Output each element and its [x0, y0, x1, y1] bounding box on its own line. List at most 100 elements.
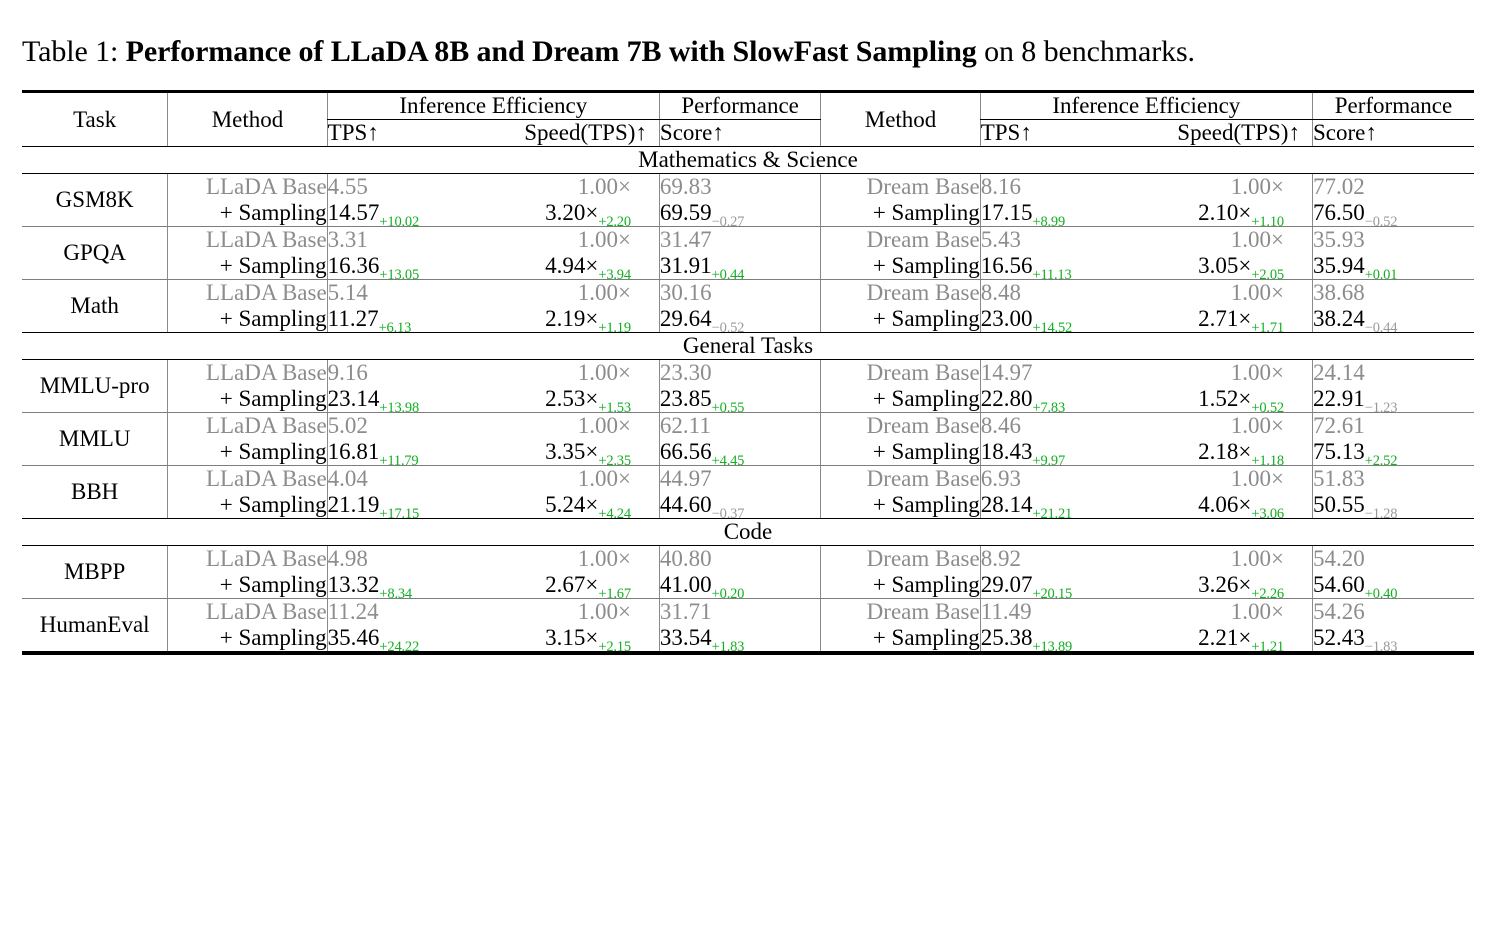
value-base: 31.47 [659, 227, 712, 252]
dream-sampling-tps: 23.00+14.52 [979, 306, 1142, 336]
results-table: Task Method Inference Efficiency Performanc… [22, 89, 1474, 655]
delta-increase: +11.13 [1032, 267, 1072, 283]
value-sampled: 16.81 [327, 439, 380, 464]
value-base: 1.00× [1230, 546, 1284, 571]
method-dream-base: Dream Base [820, 412, 981, 439]
delta-increase: +1.67 [598, 586, 631, 602]
llada-sampling-speed: 3.15×+2.15 [489, 625, 660, 655]
header-method-dream: Method [820, 91, 981, 146]
delta-increase: +3.06 [1251, 506, 1284, 522]
llada-sampling-score: 41.00+0.20 [658, 572, 821, 602]
dream-sampling-speed: 1.52×+0.52 [1142, 386, 1313, 416]
task-name-mbpp: MBPP [63, 559, 126, 584]
rule-gray [22, 412, 1474, 413]
header-performance-llada: Performance [658, 91, 821, 120]
llada-sampling-speed: 5.24×+4.24 [489, 492, 660, 522]
value-sampled: 16.36 [327, 253, 380, 278]
delta-increase: +1.83 [711, 639, 745, 655]
delta-increase: +1.53 [598, 400, 631, 416]
dream-base-score: 54.20 [1311, 545, 1474, 572]
rule-thin [22, 146, 1474, 147]
table-row: + Sampling 35.46+24.22 3.15×+2.15 33.54+1.8… [22, 625, 1474, 655]
rule-cell [22, 279, 1474, 280]
section-title: Code [723, 519, 773, 544]
value-base: 1.00× [1230, 413, 1284, 438]
rule-thin [22, 545, 1474, 546]
value-sampled: 11.27 [327, 306, 379, 331]
llada-base-speed: 1.00× [489, 280, 660, 307]
method-dream-sampling: + Sampling [820, 200, 981, 226]
table-body: Task Method Inference Efficiency Performanc… [22, 89, 1474, 655]
llada-base-score: 31.71 [658, 598, 821, 625]
value-base: 8.46 [980, 413, 1021, 438]
value-base: 1.00× [1230, 227, 1284, 252]
value-base: 6.93 [980, 466, 1021, 491]
delta-decrease: −1.83 [1364, 639, 1398, 655]
method-llada-sampling: + Sampling [167, 492, 328, 518]
llada-sampling-score: 31.91+0.44 [658, 253, 821, 283]
dream-base-tps: 5.43 [979, 226, 1142, 253]
llada-base-speed: 1.00× [489, 227, 660, 254]
value-base: 9.16 [327, 360, 368, 385]
delta-increase: +2.05 [1251, 267, 1284, 283]
llada-sampling-tps: 35.46+24.22 [326, 625, 489, 655]
method-dream-sampling: + Sampling [820, 253, 981, 279]
dream-sampling-score: 38.24−0.44 [1311, 306, 1474, 336]
value-base: 1.00× [1230, 174, 1284, 199]
rule-gray [22, 226, 1474, 227]
dream-sampling-tps: 16.56+11.13 [979, 253, 1142, 283]
delta-increase: +0.44 [711, 267, 745, 283]
value-sampled: 2.53× [545, 386, 599, 411]
value-sampled: 17.15 [980, 200, 1033, 225]
value-sampled: 41.00 [659, 572, 712, 597]
rule-cell [22, 332, 1474, 333]
dream-base-tps: 6.93 [979, 465, 1142, 492]
value-base: 1.00× [577, 546, 631, 571]
task-name-mmlu: MMLU [58, 426, 131, 451]
dream-base-score: 77.02 [1311, 173, 1474, 200]
delta-decrease: −0.52 [711, 320, 745, 336]
llada-sampling-speed: 2.67×+1.67 [489, 572, 660, 602]
llada-base-score: 62.11 [658, 412, 821, 439]
header-tps-dream: TPS↑ [979, 119, 1142, 146]
delta-increase: +1.10 [1251, 214, 1284, 230]
dream-sampling-tps: 17.15+8.99 [979, 200, 1142, 230]
llada-base-speed: 1.00× [489, 546, 660, 573]
method-dream-base: Dream Base [820, 545, 981, 572]
delta-increase: +0.01 [1364, 267, 1398, 283]
delta-increase: +1.21 [1251, 639, 1284, 655]
delta-increase: +10.02 [379, 214, 420, 230]
rule-cell [22, 650, 1474, 655]
llada-sampling-tps: 21.19+17.15 [326, 492, 489, 522]
rule-thick [22, 89, 1474, 93]
value-base: 72.61 [1312, 413, 1365, 438]
table-header-sub-row: TPS↑ Speed(TPS)↑ Score↑ TPS↑ Speed(TPS)↑ Scor… [22, 119, 1474, 146]
value-sampled: 29.07 [980, 572, 1033, 597]
delta-increase: +0.55 [711, 400, 745, 416]
delta-decrease: −0.37 [711, 506, 745, 522]
delta-increase: +20.15 [1032, 586, 1073, 602]
value-base: 54.26 [1312, 599, 1365, 624]
value-sampled: 3.26× [1198, 572, 1252, 597]
delta-increase: +14.52 [1032, 320, 1073, 336]
delta-increase: +13.89 [1032, 639, 1073, 655]
value-sampled: 18.43 [980, 439, 1033, 464]
table-row: + Sampling 21.19+17.15 5.24×+4.24 44.60−0.3… [22, 492, 1474, 522]
dream-sampling-tps: 22.80+7.83 [979, 386, 1142, 416]
llada-sampling-speed: 2.19×+1.19 [489, 306, 660, 336]
value-sampled: 4.06× [1198, 492, 1252, 517]
value-sampled: 38.24 [1312, 306, 1365, 331]
method-llada-base: LLaDA Base [167, 226, 328, 253]
method-dream-sampling: + Sampling [820, 306, 981, 332]
dream-base-tps: 11.49 [979, 598, 1142, 625]
dream-base-tps: 14.97 [979, 359, 1142, 386]
header-task: Task [73, 106, 117, 132]
value-sampled: 2.18× [1198, 439, 1252, 464]
llada-sampling-score: 29.64−0.52 [658, 306, 821, 336]
rule-cell [22, 146, 1474, 147]
header-score-dream: Score↑ [1311, 119, 1474, 146]
value-sampled: 50.55 [1312, 492, 1365, 517]
task-name-gsm8k: GSM8K [55, 187, 134, 212]
value-sampled: 35.94 [1312, 253, 1365, 278]
header-inference-efficiency-dream: Inference Efficiency [979, 91, 1313, 120]
